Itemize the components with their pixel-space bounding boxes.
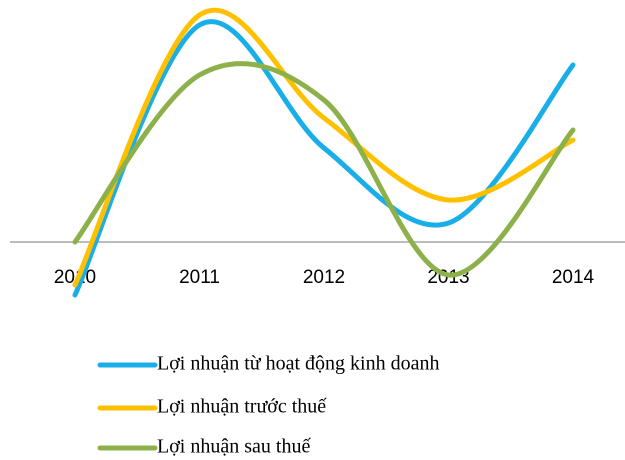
x-tick-label: 2011	[179, 267, 220, 288]
legend-label: Lợi nhuận trước thuế	[157, 396, 327, 418]
x-tick-label: 2014	[552, 267, 595, 288]
legend-label: Lợi nhuận từ hoạt động kinh doanh	[157, 353, 440, 375]
series-line	[72, 61, 576, 278]
series-line	[72, 19, 576, 298]
series-line	[72, 7, 576, 288]
legend-label: Lợi nhuận sau thuế	[157, 436, 311, 458]
x-tick-label: 2012	[303, 267, 345, 288]
